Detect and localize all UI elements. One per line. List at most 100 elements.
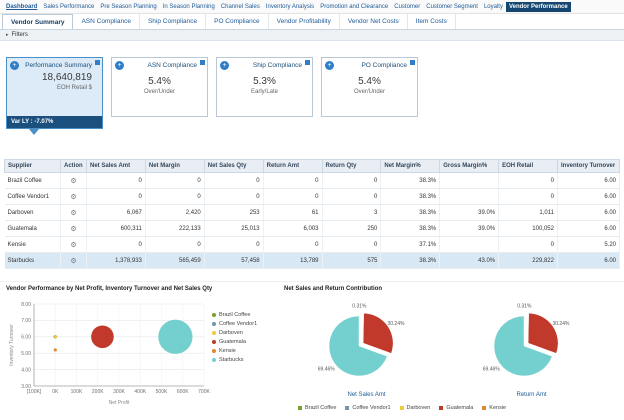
pie-legend-item-kensie[interactable]: Kensie <box>482 405 506 411</box>
tile-badge-icon: + <box>115 61 124 70</box>
value-cell: 5.20 <box>557 236 620 253</box>
nav-item-promotion-and-clearance[interactable]: Promotion and Clearance <box>320 3 389 10</box>
gear-icon[interactable]: ⚙ <box>70 241 77 249</box>
pie-legend-item-darboven[interactable]: Darboven <box>399 405 430 411</box>
kpi-tile-asn-compliance[interactable]: + ASN Compliance 5.4% Over/Under <box>111 57 208 117</box>
table-row[interactable]: Darboven ⚙ 6,067 2,420 253 61 3 38.3% 39.0% 1,011… <box>4 204 620 221</box>
svg-text:30.24%: 30.24% <box>387 321 405 327</box>
value-cell: 0 <box>263 188 323 205</box>
supplier-cell: Darboven <box>4 204 61 221</box>
legend-item-guatemala[interactable]: Guatemala <box>212 339 270 345</box>
value-cell: 222,133 <box>145 220 205 237</box>
tab-ship-compliance[interactable]: Ship Compliance <box>140 14 207 29</box>
column-header-net-sales-amt[interactable]: Net Sales Amt <box>86 159 146 173</box>
pie-measure-link-net-sales-amt[interactable]: Net Sales Amt <box>347 392 386 398</box>
column-header-net-margin[interactable]: Net Margin <box>144 159 205 173</box>
svg-text:300K: 300K <box>113 389 125 395</box>
table-row[interactable]: Starbucks ⚙ 1,378,933 565,459 57,458 13,789 57… <box>4 252 620 269</box>
bubble-darboven[interactable] <box>54 335 58 339</box>
legend-item-starbucks[interactable]: Starbucks <box>212 357 270 363</box>
tab-asn-compliance[interactable]: ASN Compliance <box>73 14 140 29</box>
gear-icon[interactable]: ⚙ <box>70 257 77 265</box>
pie-legend-item-coffee-vendor1[interactable]: Coffee Vendor1 <box>345 405 391 411</box>
table-row[interactable]: Kensie ⚙ 0 0 0 0 0 37.1% 0 5.20 <box>4 236 620 253</box>
table-row[interactable]: Coffee Vendor1 ⚙ 0 0 0 0 0 38.3% 0 6.00 <box>4 188 620 205</box>
value-cell: 0 <box>322 172 382 189</box>
tab-po-compliance[interactable]: PO Compliance <box>206 14 269 29</box>
nav-item-sales-performance[interactable]: Sales Performance <box>43 3 95 10</box>
svg-text:0K: 0K <box>52 389 59 395</box>
column-header-return-amt[interactable]: Return Amt <box>262 159 323 173</box>
kpi-tile-ship-compliance[interactable]: + Ship Compliance 5.3% Early/Late <box>216 57 313 117</box>
nav-item-dashboard[interactable]: Dashboard <box>6 3 38 10</box>
pie-measure-link-return-amt[interactable]: Return Amt <box>516 392 547 398</box>
gear-icon[interactable]: ⚙ <box>70 225 77 233</box>
column-header-return-qty[interactable]: Return Qty <box>321 159 382 173</box>
svg-text:500K: 500K <box>156 389 168 395</box>
nav-item-customer-segment[interactable]: Customer Segment <box>426 3 478 10</box>
value-cell: 39.0% <box>439 204 500 221</box>
action-cell: ⚙ <box>60 204 87 221</box>
value-cell: 6.00 <box>557 188 620 205</box>
column-header-net-sales-qty[interactable]: Net Sales Qty <box>203 159 264 173</box>
nav-item-customer[interactable]: Customer <box>394 3 421 10</box>
pie-slice-starbucks[interactable] <box>493 315 553 377</box>
pie-slice-starbucks[interactable] <box>328 315 388 377</box>
tile-menu-icon[interactable] <box>410 60 415 65</box>
scatter-area: [100K] 0K 100K 200K 300K 400K 500K 600K 700K 3.00… <box>6 294 272 408</box>
nav-item-pre-season-planning[interactable]: Pre Season Planning <box>100 3 157 10</box>
value-cell: 38.3% <box>380 204 441 221</box>
legend-label: Guatemala <box>219 339 246 345</box>
gear-icon[interactable]: ⚙ <box>70 177 77 185</box>
legend-marker-icon <box>212 358 216 362</box>
bubble-kensie[interactable] <box>53 348 57 352</box>
value-cell: 253 <box>204 204 264 221</box>
legend-item-kensie[interactable]: Kensie <box>212 348 270 354</box>
bubble-guatemala[interactable] <box>91 325 114 349</box>
svg-text:8.00: 8.00 <box>21 302 31 308</box>
gear-icon[interactable]: ⚙ <box>70 193 77 201</box>
tile-menu-icon[interactable] <box>200 60 205 65</box>
pie-legend-item-guatemala[interactable]: Guatemala <box>439 405 473 411</box>
kpi-tile-po-compliance[interactable]: + PO Compliance 5.4% Over/Under <box>321 57 418 117</box>
nav-item-channel-sales[interactable]: Channel Sales <box>220 3 260 10</box>
column-header-gross-margin-[interactable]: Gross Margin% <box>439 159 500 173</box>
svg-text:[100K]: [100K] <box>27 389 42 395</box>
column-header-inventory-turnover[interactable]: Inventory Turnover <box>557 159 620 173</box>
column-header-net-margin-[interactable]: Net Margin% <box>380 159 441 173</box>
tab-vendor-summary[interactable]: Vendor Summary <box>2 14 74 29</box>
pie-slice-guatemala[interactable] <box>527 312 559 354</box>
legend-marker-icon <box>212 340 216 344</box>
legend-item-brazil-coffee[interactable]: Brazil Coffee <box>212 312 270 318</box>
scatter-legend: Brazil Coffee Coffee Vendor1 Darboven Guate… <box>212 294 270 408</box>
value-cell: 250 <box>322 220 382 237</box>
column-header-eoh-retail[interactable]: EOH Retail <box>498 159 558 173</box>
kpi-tile-performance-summary[interactable]: + Performance Summary 18,640,819 EOH Retail… <box>6 57 103 135</box>
pie-slice-guatemala[interactable] <box>362 312 394 354</box>
legend-label: Guatemala <box>446 405 474 411</box>
tab-item-costs[interactable]: Item Costs <box>408 14 456 29</box>
table-row[interactable]: Brazil Coffee ⚙ 0 0 0 0 0 38.3% 0 6.00 <box>4 172 620 189</box>
tab-vendor-net-costs[interactable]: Vendor Net Costs <box>340 14 408 29</box>
legend-item-coffee-vendor1[interactable]: Coffee Vendor1 <box>212 321 270 327</box>
nav-item-loyalty[interactable]: Loyalty <box>483 3 503 10</box>
column-header-action[interactable]: Action <box>60 159 87 173</box>
gear-icon[interactable]: ⚙ <box>70 209 77 217</box>
value-cell: 6,067 <box>86 204 146 221</box>
nav-item-inventory-analysis[interactable]: Inventory Analysis <box>265 3 315 10</box>
bubble-starbucks[interactable] <box>158 319 193 354</box>
pie-block-return-amt: 0.31% 30.24% 69.46% Return Amt <box>449 296 614 398</box>
column-header-supplier[interactable]: Supplier <box>4 159 61 173</box>
tile-menu-icon[interactable] <box>305 60 310 65</box>
pie-legend-item-brazil-coffee[interactable]: Brazil Coffee <box>298 405 336 411</box>
tile-menu-icon[interactable] <box>95 60 100 65</box>
table-row[interactable]: Guatemala ⚙ 600,311 222,133 25,013 6,003 250 38… <box>4 220 620 237</box>
nav-item-in-season-planning[interactable]: In Season Planning <box>162 3 215 10</box>
legend-item-darboven[interactable]: Darboven <box>212 330 270 336</box>
value-cell: 575 <box>322 252 382 269</box>
kpi-row: + Performance Summary 18,640,819 EOH Retail… <box>0 41 624 135</box>
filters-bar[interactable]: ▸ Filters <box>0 30 624 41</box>
nav-item-vendor-performance[interactable]: Vendor Performance <box>505 1 571 12</box>
tab-vendor-profitability[interactable]: Vendor Profitability <box>269 14 340 29</box>
